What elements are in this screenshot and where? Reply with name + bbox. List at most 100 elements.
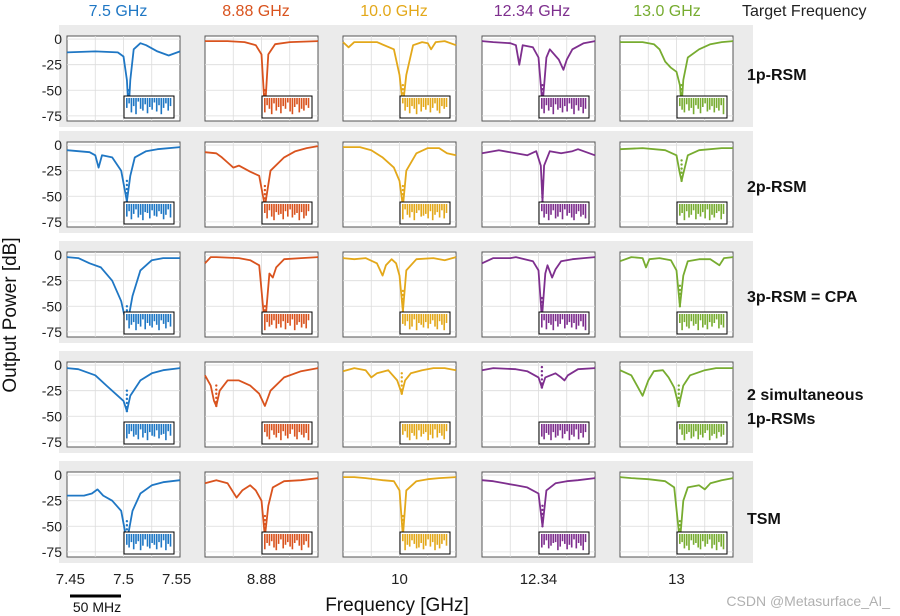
- resonance-marker: [540, 386, 544, 389]
- inset-bar: [420, 424, 423, 437]
- resonance-marker: [680, 163, 683, 166]
- resonance-marker: [680, 167, 683, 170]
- resonance-marker: [401, 193, 405, 196]
- inset-configuration: [538, 201, 590, 225]
- inset-bar: [679, 98, 681, 107]
- inset-configuration: [123, 531, 175, 555]
- inset-bar: [411, 314, 413, 327]
- inset-bar: [713, 314, 716, 323]
- inset-bar: [431, 204, 434, 221]
- inset-bar: [679, 424, 681, 430]
- resonance-marker: [680, 159, 683, 162]
- inset-bar: [411, 534, 413, 541]
- response-curve: [66, 146, 181, 203]
- inset-bar: [697, 98, 700, 109]
- inset-bar: [431, 314, 434, 321]
- inset-bar: [434, 424, 436, 430]
- inset-bar: [126, 534, 128, 545]
- inset-bar: [427, 98, 429, 106]
- inset-configuration: [261, 531, 313, 555]
- inset-bar: [584, 98, 587, 109]
- y-tick-label: -75: [42, 214, 62, 230]
- row-label-5: TSM: [747, 511, 781, 528]
- y-tick-label: 0: [54, 467, 62, 483]
- response-curve: [204, 367, 319, 407]
- inset-bar: [584, 534, 587, 543]
- response-curve: [619, 367, 733, 407]
- inset-bar: [413, 204, 416, 221]
- inset-bar: [443, 204, 446, 219]
- resonance-marker: [678, 284, 682, 287]
- inset-bar: [300, 204, 303, 213]
- inset-configuration: [676, 531, 728, 555]
- inset-bar: [404, 424, 406, 432]
- inset-bar: [293, 424, 296, 437]
- inset-bar: [699, 534, 702, 550]
- inset-bar: [266, 98, 268, 106]
- resonance-marker: [125, 405, 129, 409]
- inset-bar: [130, 204, 133, 220]
- inset-bar: [146, 204, 149, 213]
- inset-bar: [280, 98, 282, 114]
- resonance-marker: [125, 309, 129, 312]
- inset-bar: [298, 98, 301, 113]
- inset-bar: [146, 314, 149, 323]
- inset-bar: [704, 98, 706, 104]
- inset-bar: [264, 98, 266, 113]
- inset-bar: [135, 204, 137, 210]
- inset-bar: [722, 424, 725, 435]
- inset-bar: [268, 204, 271, 211]
- inset-bar: [559, 424, 562, 431]
- inset-bar: [711, 314, 713, 327]
- inset-bar: [545, 534, 548, 541]
- row-label-2: 2p-RSM: [747, 179, 807, 196]
- inset-bar: [289, 534, 291, 547]
- resonance-marker: [215, 388, 218, 391]
- resonance-marker: [540, 378, 544, 381]
- inset-bar: [273, 204, 275, 221]
- resonance-marker: [541, 512, 544, 516]
- inset-bar: [570, 424, 573, 435]
- inset-bar: [408, 98, 411, 114]
- resonance-marker: [541, 92, 544, 95]
- resonance-marker: [263, 197, 267, 200]
- inset-bar: [160, 314, 163, 321]
- inset-bar: [128, 204, 130, 212]
- inset-bar: [580, 534, 582, 546]
- inset-bar: [695, 98, 697, 106]
- inset-bar: [425, 534, 427, 546]
- inset-bar: [132, 314, 135, 323]
- inset-bar: [160, 98, 163, 115]
- resonance-marker: [540, 305, 544, 308]
- resonance-marker: [680, 175, 683, 179]
- x-tick-label: 13: [668, 571, 685, 588]
- resonance-marker: [263, 514, 267, 518]
- y-tick-label: 0: [54, 137, 62, 153]
- inset-bar: [169, 534, 172, 547]
- inset-bar: [146, 98, 149, 114]
- inset-bar: [268, 314, 271, 327]
- target-frequency-header: Target Frequency: [742, 3, 867, 20]
- inset-bar: [708, 534, 711, 540]
- inset-bar: [702, 424, 704, 438]
- resonance-marker: [263, 527, 267, 530]
- inset-bar: [695, 534, 697, 543]
- panel-r5-c1: 0 -25 -50 -75: [42, 467, 181, 560]
- inset-bar: [547, 314, 550, 323]
- inset-bar: [706, 98, 709, 112]
- inset-bar: [422, 534, 425, 550]
- resonance-marker: [540, 296, 544, 300]
- resonance-marker: [401, 88, 405, 91]
- resonance-marker: [541, 504, 544, 507]
- inset-bar: [275, 204, 278, 213]
- inset-bar: [545, 98, 548, 106]
- resonance-marker: [401, 518, 405, 522]
- resonance-marker: [677, 404, 680, 408]
- panel-r2-c3: [342, 141, 457, 228]
- resonance-marker: [263, 89, 267, 92]
- inset-bar: [132, 534, 135, 550]
- inset-bar: [130, 98, 133, 113]
- inset-bar: [711, 204, 713, 215]
- y-tick-label: -50: [42, 298, 62, 314]
- y-tick-label: -50: [42, 188, 62, 204]
